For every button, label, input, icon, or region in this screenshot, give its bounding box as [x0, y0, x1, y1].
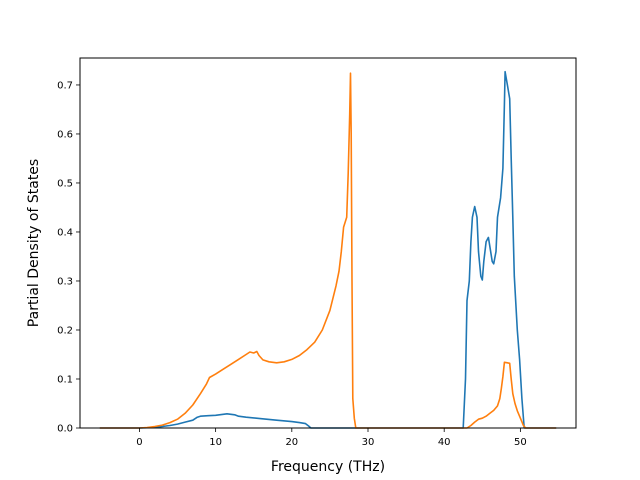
- y-axis-title: Partial Density of States: [26, 159, 42, 327]
- y-tick-label: 0.0: [57, 424, 73, 435]
- x-tick-label: 0: [136, 437, 142, 448]
- series-layer: [99, 70, 557, 429]
- y-tick-label: 0.5: [57, 178, 73, 189]
- y-tick-label: 0.7: [57, 80, 73, 91]
- y-tick-label: 0.4: [57, 227, 73, 238]
- x-tick-label: 20: [285, 437, 298, 448]
- plot-frame: [79, 57, 577, 429]
- y-tick-label: 0.1: [57, 374, 73, 385]
- x-tick-label: 50: [514, 437, 527, 448]
- y-tick-label: 0.2: [57, 325, 73, 336]
- ticks-layer: 0 10 20 30 40 50 0.0 0.1 0.2 0.3 0.4 0.5 0.6 0.7: [57, 80, 527, 448]
- x-axis-title: Frequency (THz): [271, 459, 385, 475]
- x-tick-label: 40: [438, 437, 451, 448]
- y-tick-label: 0.6: [57, 129, 73, 140]
- x-tick-label: 10: [209, 437, 222, 448]
- x-tick-label: 30: [362, 437, 375, 448]
- series-line-1: [99, 70, 557, 429]
- y-tick-label: 0.3: [57, 276, 73, 287]
- series-line-2: [99, 72, 557, 429]
